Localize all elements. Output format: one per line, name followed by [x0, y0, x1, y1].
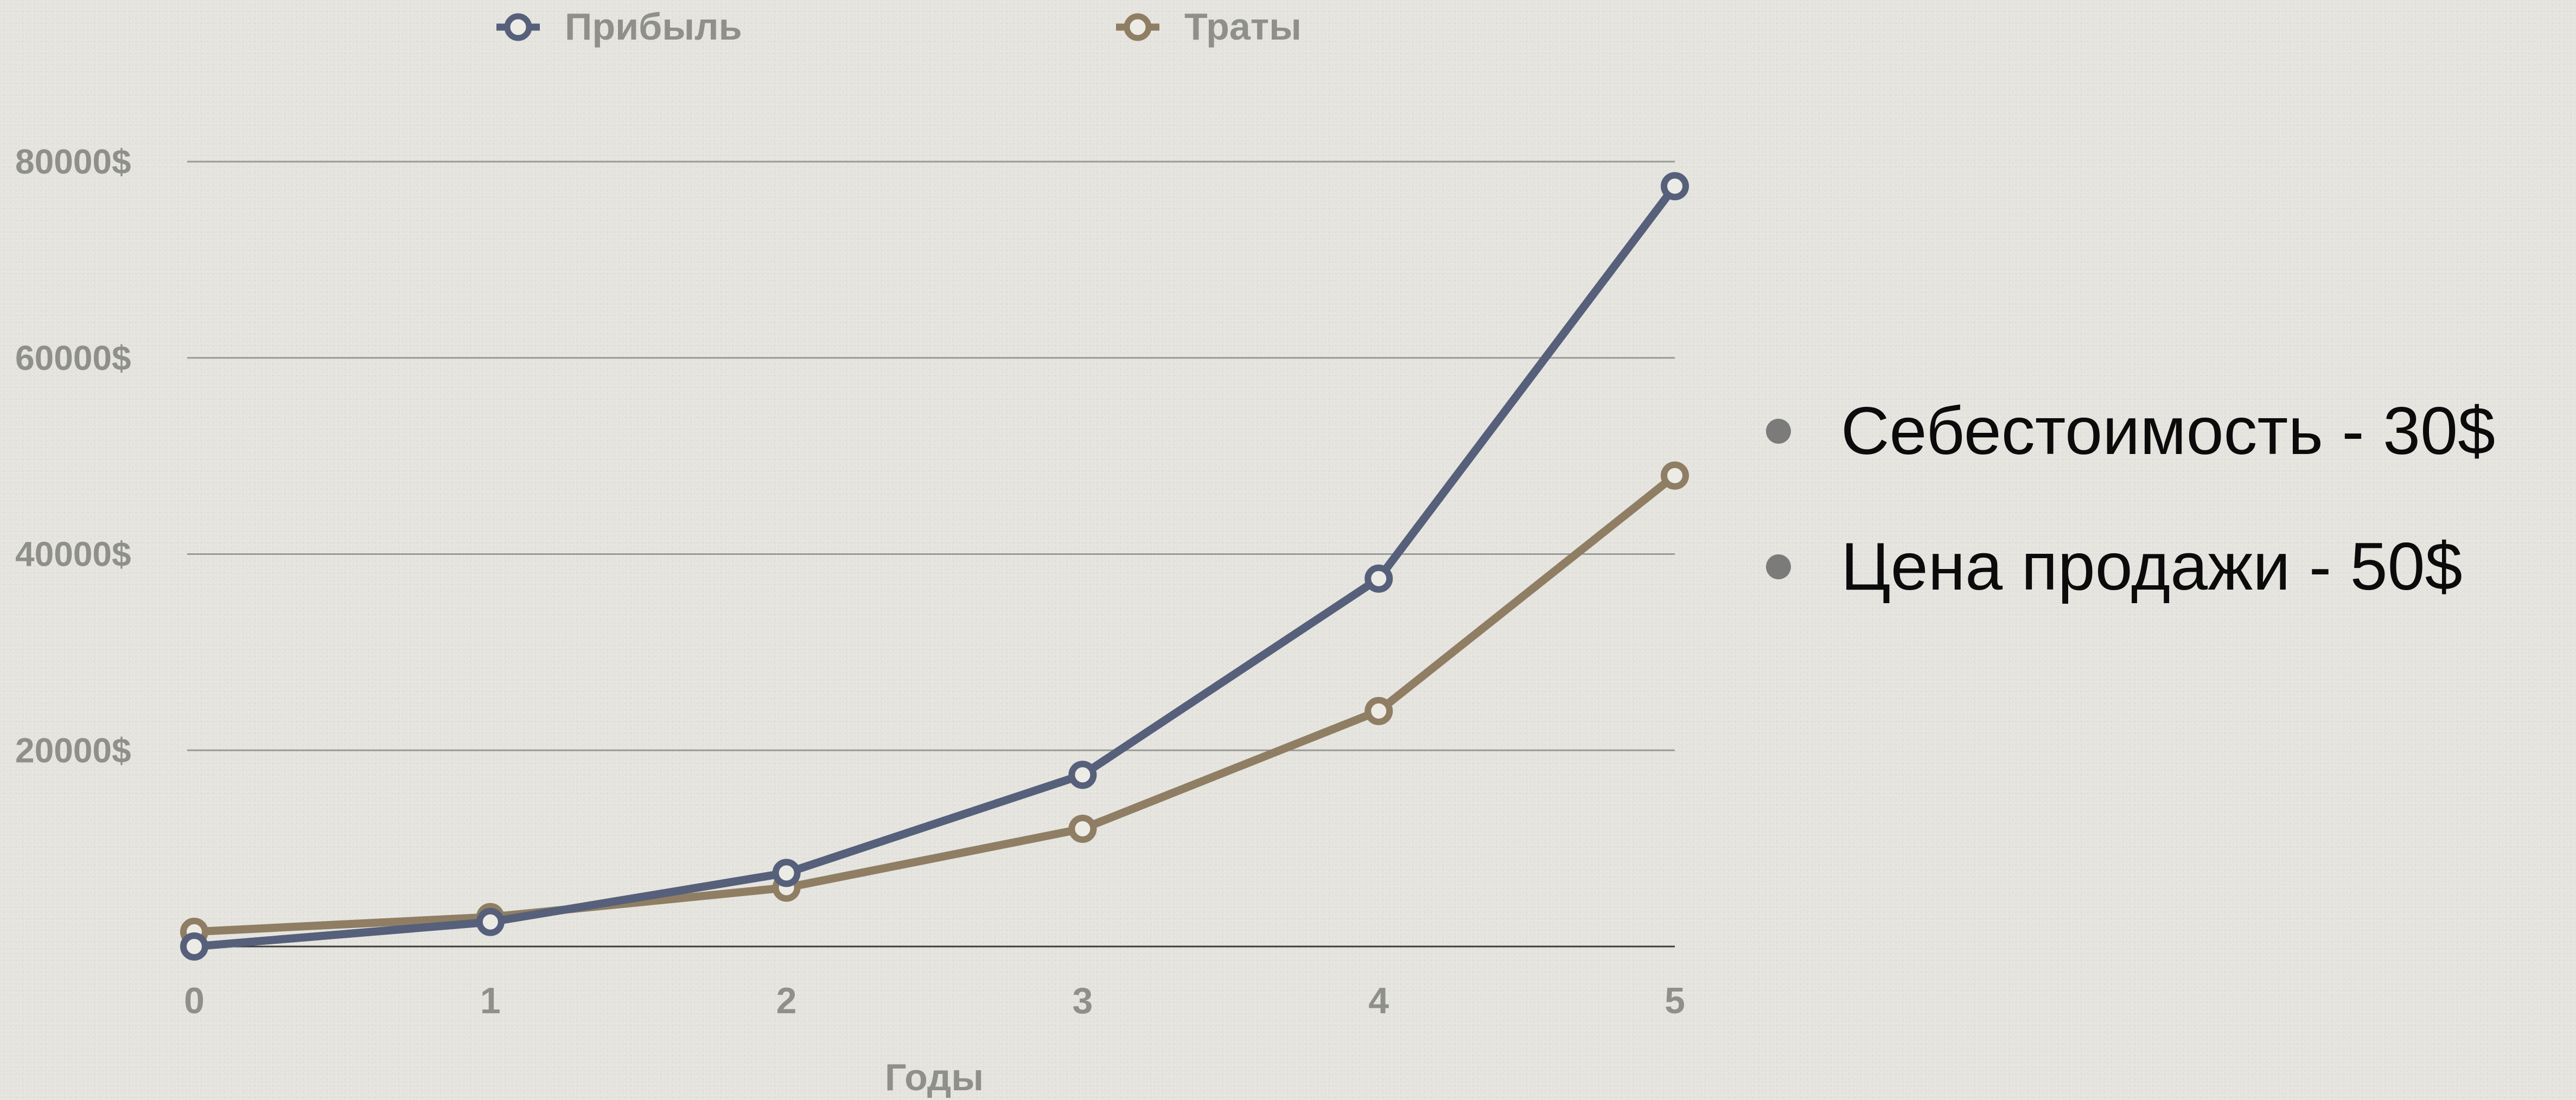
y-tick-label: 20000$	[15, 731, 131, 770]
note-sale-price: Цена продажи - 50$	[1766, 499, 2495, 635]
bullet-icon	[1766, 419, 1791, 444]
y-tick-label: 80000$	[15, 142, 131, 181]
chart-series	[180, 172, 1689, 961]
x-tick-label: 2	[776, 980, 797, 1021]
chart-grid	[187, 161, 1675, 948]
data-point	[1364, 696, 1393, 725]
legend-label: Прибыль	[565, 5, 742, 48]
note-text: Цена продажи - 50$	[1841, 529, 2463, 604]
legend-marker-icon	[504, 13, 532, 41]
note-cost-price: Себестоимость - 30$	[1766, 363, 2495, 499]
data-point	[476, 907, 505, 936]
notes-list: Себестоимость - 30$ Цена продажи - 50$	[1766, 363, 2495, 635]
x-tick-label: 1	[480, 980, 501, 1021]
x-tick-label: 0	[184, 980, 205, 1021]
y-axis-ticks: 20000$ 40000$ 60000$ 80000$	[15, 142, 131, 770]
series-line	[190, 182, 1679, 951]
legend-item: Прибыль	[496, 5, 742, 48]
x-tick-label: 4	[1368, 980, 1389, 1021]
x-axis-ticks: 0 1 2 3 4 5	[184, 980, 1685, 1021]
series-2	[180, 461, 1689, 946]
data-point	[1068, 814, 1097, 843]
data-point	[1068, 760, 1097, 789]
data-point	[1364, 564, 1393, 593]
data-point	[1661, 461, 1689, 490]
legend-label: Траты	[1184, 5, 1302, 48]
data-point	[180, 932, 208, 961]
legend-marker-icon	[1124, 13, 1152, 41]
chart-legend: Прибыль Траты	[496, 5, 1302, 48]
bullet-icon	[1766, 554, 1791, 579]
x-tick-label: 3	[1072, 980, 1093, 1021]
data-point	[1661, 172, 1689, 201]
y-tick-label: 40000$	[15, 535, 131, 574]
data-point	[772, 859, 801, 887]
x-tick-label: 5	[1665, 980, 1685, 1021]
series-1	[180, 172, 1689, 961]
series-line	[190, 471, 1679, 936]
x-axis-label: Годы	[885, 1056, 984, 1098]
y-tick-label: 60000$	[15, 338, 131, 378]
legend-item: Траты	[1116, 5, 1302, 48]
note-text: Себестоимость - 30$	[1841, 394, 2496, 469]
